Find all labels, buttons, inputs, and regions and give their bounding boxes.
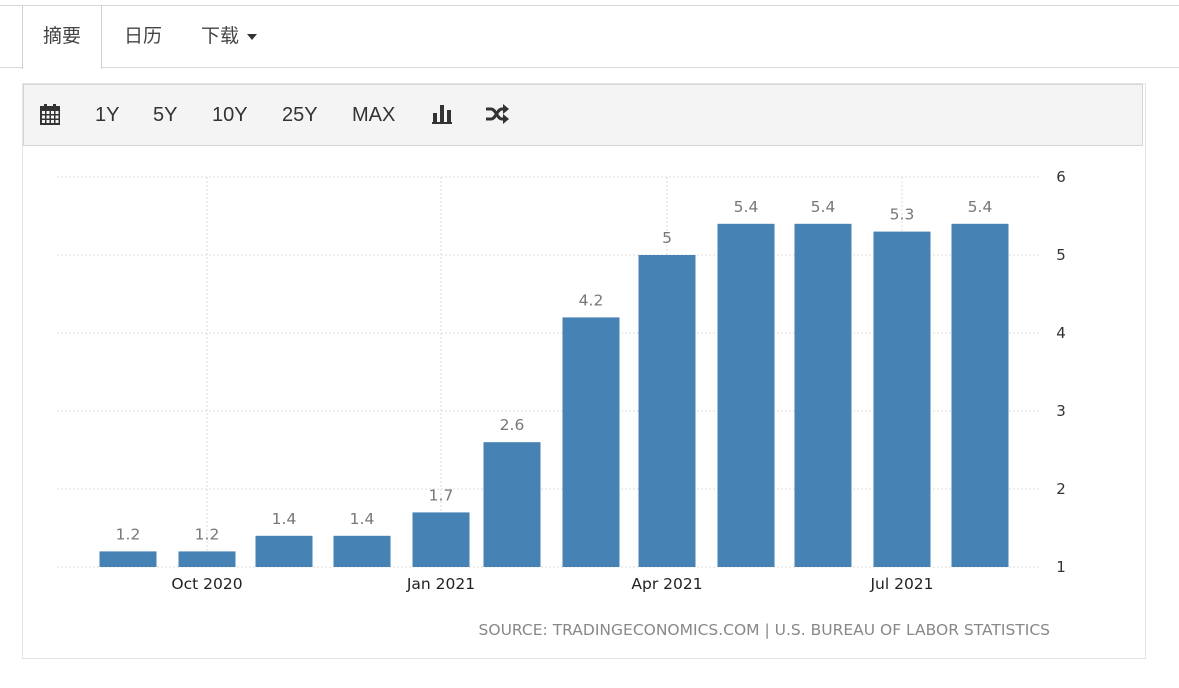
- calendar-icon[interactable]: [40, 104, 60, 129]
- bar-value-label: 5.4: [968, 198, 993, 216]
- bar[interactable]: [873, 231, 931, 567]
- y-tick-label: 2: [1056, 480, 1066, 498]
- bar-chart-icon[interactable]: [432, 104, 452, 128]
- range-5y-button[interactable]: 5Y: [153, 104, 178, 126]
- bar-value-label: 5.4: [734, 198, 759, 216]
- tab-summary[interactable]: 摘要: [22, 6, 102, 69]
- tab-bar-top-border: [0, 5, 1179, 6]
- bar[interactable]: [951, 223, 1009, 568]
- bar-value-label: 1.4: [272, 510, 297, 528]
- bar-value-label: 5: [662, 229, 672, 247]
- bar-value-label: 5.3: [890, 206, 915, 224]
- y-tick-label: 6: [1056, 168, 1066, 186]
- tab-download[interactable]: 下载: [201, 6, 258, 67]
- bar[interactable]: [562, 317, 620, 567]
- bar[interactable]: [638, 255, 696, 567]
- tab-download-label: 下载: [201, 25, 240, 47]
- x-tick-label: Jul 2021: [869, 575, 933, 593]
- x-tick-label: Jan 2021: [406, 575, 475, 593]
- chart-panel: 1Y 5Y 10Y 25Y MAX 1.2 1.2 1.4 1.4 1.7 2.6 4.2 5…: [22, 83, 1146, 659]
- y-tick-label: 3: [1056, 402, 1066, 420]
- y-tick-label: 5: [1056, 246, 1066, 264]
- bar-value-label: 5.4: [811, 198, 836, 216]
- chart-svg: 1.2 1.2 1.4 1.4 1.7 2.6 4.2 5 5.4 5.4 5.3 5.4 1 2 3 4 5…: [57, 168, 1066, 639]
- chart-toolbar: 1Y 5Y 10Y 25Y MAX: [23, 84, 1143, 146]
- range-1y-button[interactable]: 1Y: [95, 104, 120, 126]
- tab-bar: 摘要 日历 下载: [0, 0, 1179, 69]
- bar[interactable]: [255, 535, 313, 567]
- bar-value-label: 4.2: [579, 291, 604, 309]
- y-tick-label: 1: [1056, 558, 1066, 576]
- tab-bar-bottom-border: [0, 67, 1179, 68]
- bar[interactable]: [178, 551, 236, 567]
- x-tick-label: Oct 2020: [171, 575, 242, 593]
- bar-value-label: 1.4: [350, 510, 375, 528]
- bar[interactable]: [483, 442, 541, 567]
- range-25y-button[interactable]: 25Y: [282, 104, 318, 126]
- range-10y-button[interactable]: 10Y: [212, 104, 248, 126]
- bar-value-label: 2.6: [500, 416, 525, 434]
- y-tick-label: 4: [1056, 324, 1066, 342]
- range-max-button[interactable]: MAX: [352, 104, 396, 126]
- bar[interactable]: [794, 223, 852, 568]
- bar-value-label: 1.2: [195, 525, 220, 543]
- caret-down-icon: [247, 33, 258, 40]
- bar-value-label: 1.7: [429, 486, 454, 504]
- shuffle-icon[interactable]: [485, 104, 509, 128]
- bar[interactable]: [99, 551, 157, 567]
- tab-calendar[interactable]: 日历: [124, 25, 163, 47]
- bar-value-label: 1.2: [116, 525, 141, 543]
- bar[interactable]: [333, 535, 391, 567]
- x-tick-label: Apr 2021: [631, 575, 702, 593]
- bar[interactable]: [717, 223, 775, 568]
- source-text: SOURCE: TRADINGECONOMICS.COM | U.S. BURE…: [479, 621, 1050, 639]
- bar[interactable]: [412, 512, 470, 567]
